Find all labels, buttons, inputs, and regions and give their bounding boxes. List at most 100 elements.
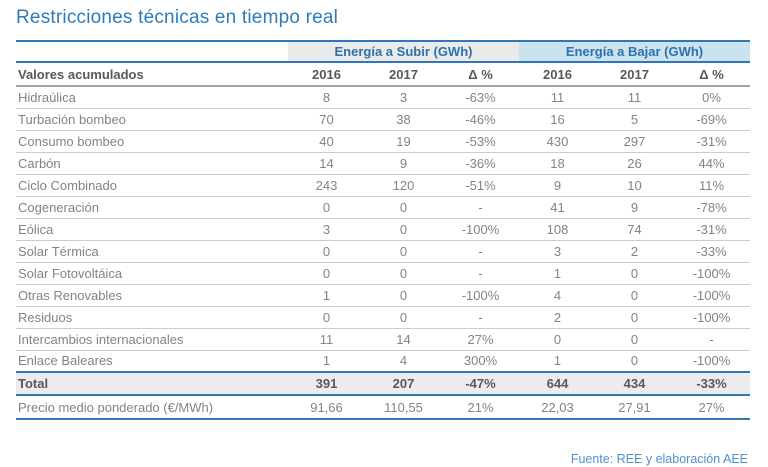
row-label: Consumo bombeo [16,130,288,153]
cell: - [442,240,520,263]
cell: 0 [288,240,365,263]
cell: -69% [673,108,751,131]
cell: 74 [596,218,674,241]
cell: 243 [288,174,365,197]
row-label: Total [16,371,288,396]
cell: 0 [288,262,365,285]
column-header-subir-2016: 2016 [288,62,365,87]
cell: -33% [673,371,751,396]
cell: -100% [673,262,751,285]
cell: 27% [673,395,751,420]
cell: 0 [365,284,442,307]
row-label: Enlace Baleares [16,350,288,373]
table-row-eolica: Eólica 3 0 -100% 108 74 -31% [16,218,751,241]
cell: -46% [442,108,520,131]
cell: 41 [519,196,597,219]
cell: 11 [519,86,597,109]
cell: 110,55 [365,395,442,420]
column-header-bajar-2017: 2017 [596,62,674,87]
table-row-carbon: Carbón 14 9 -36% 18 26 44% [16,152,751,175]
cell: 0% [673,86,751,109]
table-row-enlace-baleares: Enlace Baleares 1 4 300% 1 0 -100% [16,350,751,373]
cell: 391 [288,371,365,396]
cell: -100% [673,306,751,329]
cell: 1 [288,284,365,307]
row-label: Otras Renovables [16,284,288,307]
cell: 0 [596,328,674,351]
column-header-row: Valores acumulados 2016 2017 Δ % 2016 20… [16,62,751,87]
cell: -100% [442,284,520,307]
cell: 0 [365,218,442,241]
cell: 3 [519,240,597,263]
table-row-intercambios-internacionales: Intercambios internacionales 11 14 27% 0… [16,328,751,351]
group-header-subir: Energía a Subir (GWh) [288,40,520,63]
cell: - [442,262,520,285]
page-title: Restricciones técnicas en tiempo real [16,7,339,28]
cell: 14 [288,152,365,175]
cell: 27% [442,328,520,351]
cell: 26 [596,152,674,175]
row-label: Turbación bombeo [16,108,288,131]
cell: 0 [365,262,442,285]
cell: 434 [596,371,674,396]
cell: 1 [288,350,365,373]
cell: -100% [673,284,751,307]
column-header-subir-delta: Δ % [442,62,520,87]
cell: 120 [365,174,442,197]
cell: 40 [288,130,365,153]
cell: 18 [519,152,597,175]
cell: 11 [288,328,365,351]
cell: 4 [365,350,442,373]
cell: - [442,196,520,219]
cell: 300% [442,350,520,373]
cell: - [673,328,751,351]
cell: -47% [442,371,520,396]
cell: 0 [288,196,365,219]
column-header-label: Valores acumulados [16,62,288,87]
cell: -36% [442,152,520,175]
cell: -31% [673,130,751,153]
cell: 3 [288,218,365,241]
table-row-turbacion-bombeo: Turbación bombeo 70 38 -46% 16 5 -69% [16,108,751,131]
cell: 16 [519,108,597,131]
cell: 297 [596,130,674,153]
row-label: Residuos [16,306,288,329]
cell: 0 [596,262,674,285]
row-label: Cogeneración [16,196,288,219]
cell: 207 [365,371,442,396]
table-row-residuos: Residuos 0 0 - 2 0 -100% [16,306,751,329]
cell: 3 [365,86,442,109]
cell: 22,03 [519,395,597,420]
cell: 0 [365,196,442,219]
table-row-solar-termica: Solar Térmica 0 0 - 3 2 -33% [16,240,751,263]
cell: 0 [596,284,674,307]
cell: 430 [519,130,597,153]
table-row-cogeneracion: Cogeneración 0 0 - 41 9 -78% [16,196,751,219]
column-header-bajar-delta: Δ % [673,62,751,87]
cell: 1 [519,262,597,285]
cell: 27,91 [596,395,674,420]
cell: 0 [288,306,365,329]
cell: 0 [596,306,674,329]
cell: - [442,306,520,329]
row-label: Precio medio ponderado (€/MWh) [16,395,288,420]
cell: 8 [288,86,365,109]
source-note: Fuente: REE y elaboración AEE [570,452,748,466]
column-header-bajar-2016: 2016 [519,62,597,87]
cell: 9 [596,196,674,219]
cell: 10 [596,174,674,197]
cell: 44% [673,152,751,175]
cell: 2 [519,306,597,329]
table-row-precio-medio-ponderado: Precio medio ponderado (€/MWh) 91,66 110… [16,395,751,420]
data-table: Energía a Subir (GWh) Energía a Bajar (G… [16,40,751,420]
cell: -33% [673,240,751,263]
cell: 21% [442,395,520,420]
group-header-spacer [16,40,288,63]
cell: 14 [365,328,442,351]
cell: 0 [365,240,442,263]
cell: 4 [519,284,597,307]
table-row-consumo-bombeo: Consumo bombeo 40 19 -53% 430 297 -31% [16,130,751,153]
cell: 70 [288,108,365,131]
cell: 19 [365,130,442,153]
